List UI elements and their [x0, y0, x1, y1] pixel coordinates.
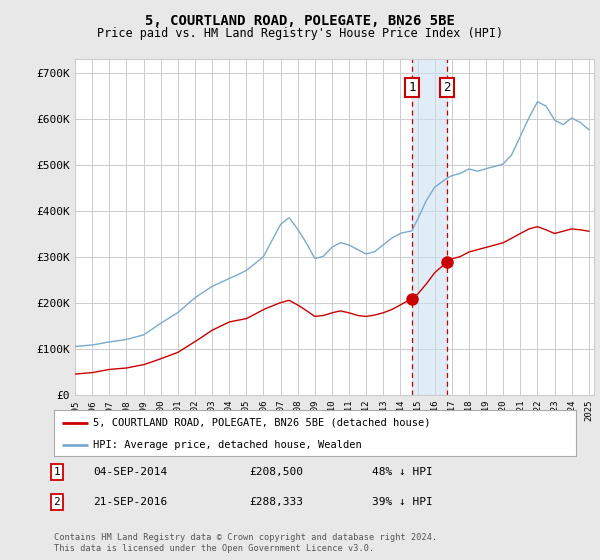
Text: 1: 1	[408, 81, 416, 94]
Bar	[412, 59, 447, 395]
Text: 21-SEP-2016: 21-SEP-2016	[93, 497, 167, 507]
Text: 04-SEP-2014: 04-SEP-2014	[93, 467, 167, 477]
Text: HPI: Average price, detached house, Wealden: HPI: Average price, detached house, Weal…	[93, 440, 362, 450]
Text: 1: 1	[53, 467, 61, 477]
Text: £288,333: £288,333	[249, 497, 303, 507]
Text: 5, COURTLAND ROAD, POLEGATE, BN26 5BE (detached house): 5, COURTLAND ROAD, POLEGATE, BN26 5BE (d…	[93, 418, 431, 428]
Text: 5, COURTLAND ROAD, POLEGATE, BN26 5BE: 5, COURTLAND ROAD, POLEGATE, BN26 5BE	[145, 14, 455, 28]
Text: 39% ↓ HPI: 39% ↓ HPI	[372, 497, 433, 507]
Text: Price paid vs. HM Land Registry's House Price Index (HPI): Price paid vs. HM Land Registry's House …	[97, 27, 503, 40]
Text: 48% ↓ HPI: 48% ↓ HPI	[372, 467, 433, 477]
Text: Contains HM Land Registry data © Crown copyright and database right 2024.
This d: Contains HM Land Registry data © Crown c…	[54, 533, 437, 553]
Text: 2: 2	[443, 81, 451, 94]
Text: £208,500: £208,500	[249, 467, 303, 477]
Text: 2: 2	[53, 497, 61, 507]
